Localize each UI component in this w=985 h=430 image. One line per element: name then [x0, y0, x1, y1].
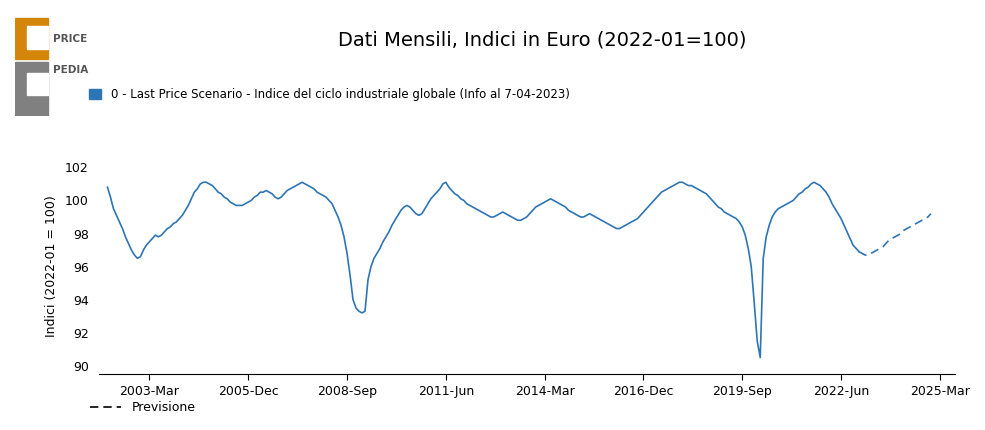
Bar: [15, 62, 48, 116]
Text: PEDIA: PEDIA: [53, 64, 89, 75]
Legend: 0 - Last Price Scenario - Indice del ciclo industriale globale (Info al 7-04-202: 0 - Last Price Scenario - Indice del cic…: [85, 83, 574, 106]
Y-axis label: Indici (2022-01 = 100): Indici (2022-01 = 100): [45, 196, 58, 338]
Text: Dati Mensili, Indici in Euro (2022-01=100): Dati Mensili, Indici in Euro (2022-01=10…: [338, 30, 746, 49]
Legend: Previsione: Previsione: [85, 396, 200, 419]
Bar: [15, 18, 48, 59]
Text: PRICE: PRICE: [53, 34, 88, 44]
Bar: [28, 73, 48, 95]
Bar: [28, 26, 48, 49]
